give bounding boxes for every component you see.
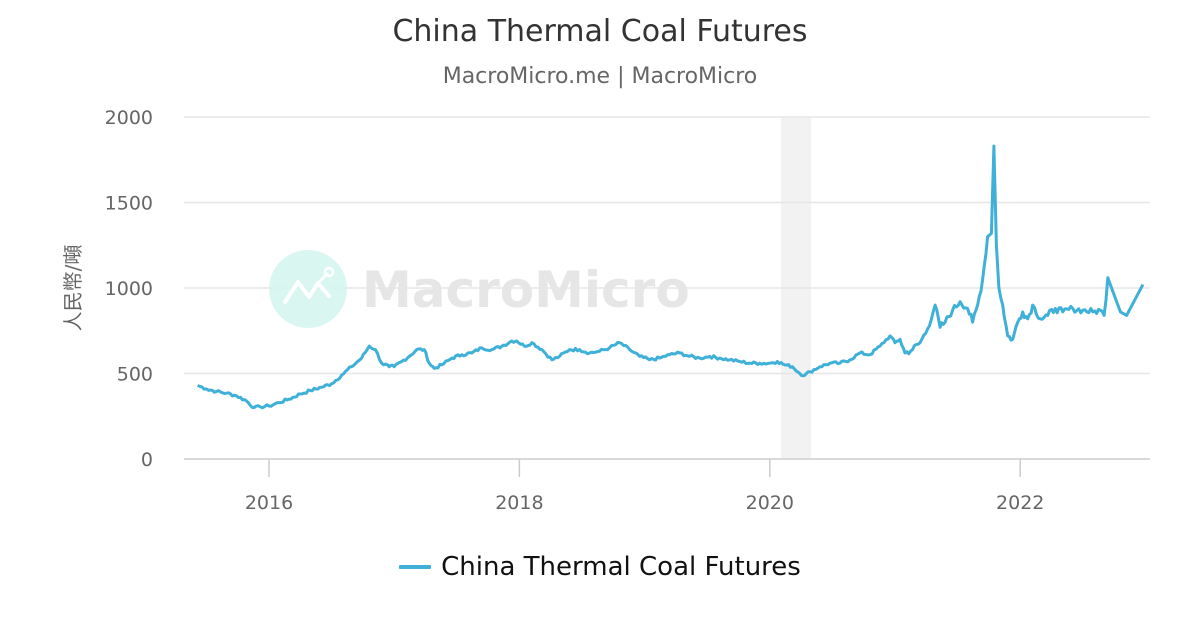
- watermark-logo-icon: [269, 250, 347, 328]
- legend-label: China Thermal Coal Futures: [441, 552, 801, 582]
- y-tick-label: 1500: [105, 193, 153, 215]
- y-tick-label: 0: [141, 449, 153, 471]
- legend-swatch-icon: [399, 565, 432, 569]
- legend-item-china-thermal-coal[interactable]: China Thermal Coal Futures: [399, 552, 801, 582]
- y-axis-label: 人民幣/噸: [61, 245, 85, 332]
- watermark-text: MacroMicro: [362, 261, 690, 319]
- y-tick-label: 1000: [105, 278, 153, 300]
- chart-subtitle: MacroMicro.me | MacroMicro: [442, 64, 758, 89]
- x-tick-label: 2016: [245, 492, 293, 514]
- chart-title: China Thermal Coal Futures: [392, 14, 808, 49]
- watermark: MacroMicro: [269, 250, 690, 328]
- watermark-chart-line-icon: [283, 280, 331, 304]
- x-tick-label: 2018: [495, 492, 543, 514]
- x-axis-ticks: 2016 2018 2020 2022: [245, 459, 1044, 514]
- x-tick-label: 2020: [746, 492, 794, 514]
- y-tick-label: 2000: [105, 107, 153, 129]
- y-axis-ticks: 0 500 1000 1500 2000: [105, 107, 153, 471]
- y-tick-label: 500: [117, 364, 153, 386]
- legend: China Thermal Coal Futures: [0, 552, 1200, 582]
- series-line-china-thermal-coal: [197, 144, 1145, 410]
- x-tick-label: 2022: [996, 492, 1044, 514]
